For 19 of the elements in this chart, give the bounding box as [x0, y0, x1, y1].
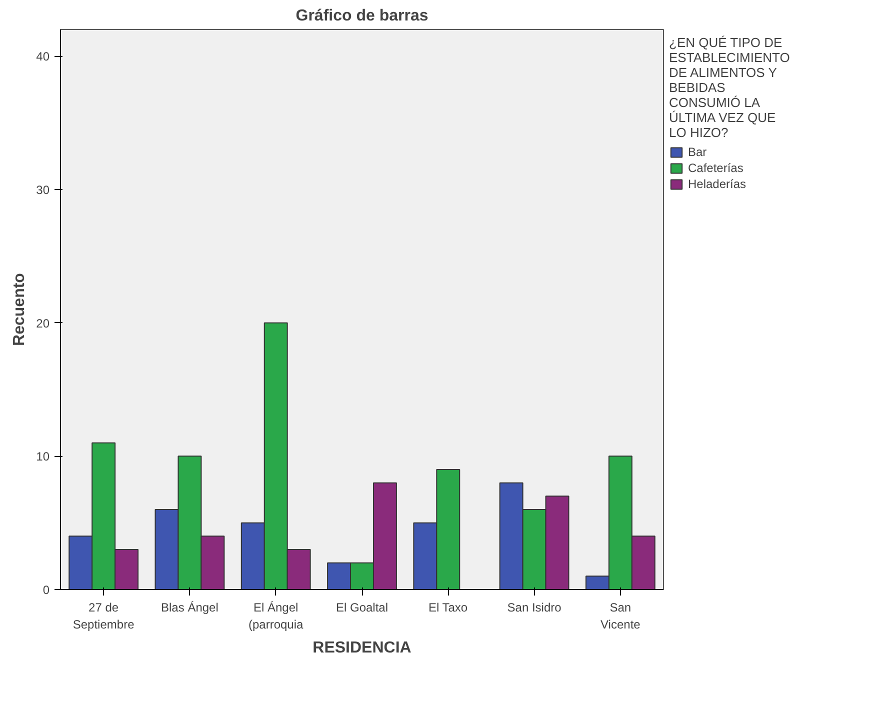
- x-tick-label: El Ángel (parroquia: [248, 600, 304, 632]
- legend-title: ¿EN QUÉ TIPO DE ESTABLECIMIENTO DE ALIMENTOS Y BEBIDAS CONSUMIÓ LA ÚLTIMA VEZ QUE LO HIZO?: [669, 35, 790, 140]
- y-tick-label: 30: [36, 183, 50, 197]
- y-tick-label: 20: [36, 316, 50, 330]
- x-axis-title: RESIDENCIA: [312, 639, 412, 656]
- legend-label: Cafeterías: [688, 161, 744, 175]
- x-tick-label: Blas Ángel: [161, 600, 218, 614]
- y-axis-title: Recuento: [11, 272, 28, 346]
- x-tick-label: 27 de Septiembre: [72, 600, 135, 632]
- y-tick-label: 10: [36, 450, 50, 464]
- x-tick-label: San Isidro: [507, 600, 562, 614]
- y-tick-label: 0: [42, 583, 50, 597]
- x-tick-label: El Goaltal: [336, 600, 388, 614]
- legend-label: Bar: [688, 145, 708, 159]
- chart-title: Gráfico de barras: [296, 8, 428, 24]
- x-tick-label: San Vicente: [600, 600, 641, 632]
- legend-label: Heladerías: [688, 177, 746, 191]
- x-tick-label: El Taxo: [428, 600, 468, 614]
- y-tick-label: 40: [36, 50, 50, 64]
